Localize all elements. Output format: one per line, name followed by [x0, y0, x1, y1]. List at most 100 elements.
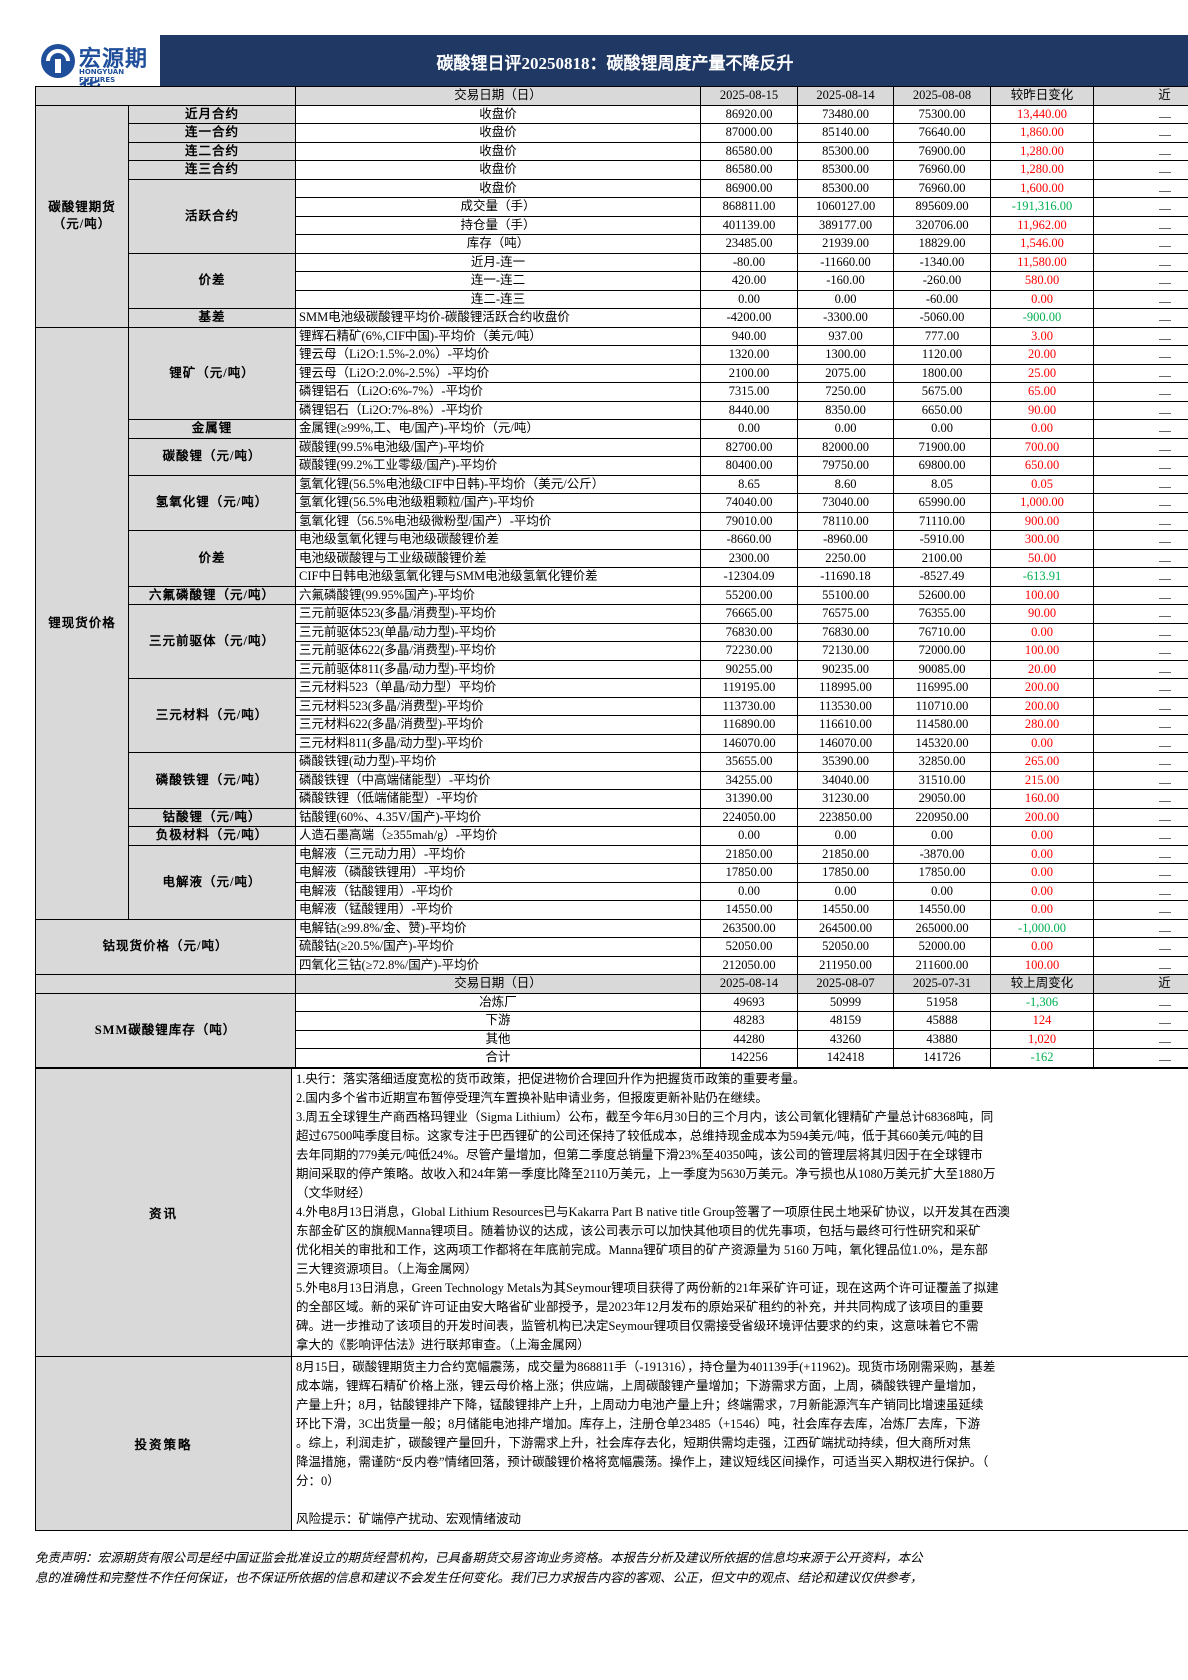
trend-cell — [1093, 622, 1188, 642]
value-cell: 0.00 — [990, 881, 1094, 901]
item-cell: 六氟磷酸锂(99.95%国产)-平均价 — [295, 585, 701, 605]
trend-mark — [1158, 819, 1171, 821]
value-cell: 0.00 — [700, 881, 798, 901]
value-cell: 72130.00 — [797, 641, 894, 661]
item-cell: SMM电池级碳酸锂平均价-碳酸锂活跃合约收盘价 — [295, 308, 701, 328]
data-row: 电解液（元/吨） 电解液（三元动力用）-平均价 21850.00 21850.00 -3… — [36, 844, 1188, 920]
data-row: 三元材料811(多晶/动力型)-平均价 146070.00 146070.00 145… — [36, 733, 1188, 753]
sub-label: 连三合约 — [128, 160, 296, 180]
value-cell: 51958 — [893, 992, 991, 1012]
value-cell: 8440.00 — [700, 400, 798, 420]
item-cell: 人造石墨高端（≥355mah/g）-平均价 — [295, 826, 701, 846]
value-cell: 50.00 — [990, 548, 1094, 568]
header-cell: 2025-08-08 — [893, 86, 991, 106]
trend-cell — [1093, 604, 1188, 624]
value-cell: 29050.00 — [893, 789, 991, 809]
header-cell: 交易日期（日） — [295, 86, 701, 106]
value-cell: 3.00 — [990, 326, 1094, 346]
data-row: 下游 48283 48159 45888 124 — [36, 1011, 1188, 1031]
value-cell: -900.00 — [990, 308, 1094, 328]
text-line: 去年同期的779美元/吨低24%。尽管产量增加，但第二季度总销量下滑23%至40… — [296, 1148, 983, 1162]
value-cell: 45888 — [893, 1011, 991, 1031]
news-text: 1.央行：落实落细适度宽松的货币政策，把促进物价合理回升作为把握货币政策的重要考… — [291, 1068, 1188, 1357]
value-cell: 1,020 — [990, 1029, 1094, 1049]
value-cell: 76665.00 — [700, 604, 798, 624]
value-cell: 43260 — [797, 1029, 894, 1049]
text-line: 分：0） — [296, 1474, 340, 1488]
disclaimer: 免责声明：宏源期货有限公司是经中国证监会批准设立的期货经营机构，已具备期货交易咨… — [35, 1548, 1188, 1588]
value-cell: 0.00 — [700, 419, 798, 439]
trend-mark — [1158, 338, 1171, 340]
value-cell: 220950.00 — [893, 807, 991, 827]
item-cell: 近月-连一 — [295, 252, 701, 272]
text-line: 1.央行：落实落细适度宽松的货币政策，把促进物价合理回升作为把握货币政策的重要考… — [296, 1072, 806, 1086]
data-row: 钴现货价格（元/吨） 电解钴(≥99.8%/金、赞)-平均价 263500.00 26… — [35, 918, 1188, 975]
logo-icon — [41, 44, 75, 78]
trend-cell — [1093, 641, 1188, 661]
value-cell: 100.00 — [990, 641, 1094, 661]
value-cell: 110710.00 — [893, 696, 991, 716]
value-cell: 1060127.00 — [797, 197, 894, 217]
trend-mark — [1158, 523, 1171, 525]
value-cell: 265.00 — [990, 752, 1094, 772]
trend-mark — [1158, 597, 1171, 599]
value-cell: 35390.00 — [797, 752, 894, 772]
header-cell: 近 — [1093, 86, 1188, 106]
text-line: 2.国内多个省市近期宣布暂停受理汽车置换补贴申请业务，但报废更新补贴仍在继续。 — [296, 1091, 768, 1105]
value-cell: 71900.00 — [893, 437, 991, 457]
item-cell: 收盘价 — [295, 123, 701, 143]
text-line: 3.周五全球锂生产商西格玛锂业（Sigma Lithium）公布，截至今年6月3… — [296, 1110, 994, 1124]
value-cell: 0.00 — [893, 419, 991, 439]
value-cell: 25.00 — [990, 363, 1094, 383]
value-cell: 1320.00 — [700, 345, 798, 365]
data-row: 钴酸锂（元/吨） 钴酸锂(60%、4.35V/国产)-平均价 224050.00 22… — [36, 807, 1188, 827]
trend-cell — [1093, 493, 1188, 513]
value-cell: 0.00 — [797, 881, 894, 901]
trend-cell — [1093, 937, 1188, 957]
value-cell: 114580.00 — [893, 715, 991, 735]
value-cell: 0.00 — [700, 289, 798, 309]
text-line: 成本端，锂辉石精矿价格上涨，锂云母价格上涨；供应端，上周碳酸锂产量增加；下游需求… — [296, 1379, 984, 1393]
value-cell: 21939.00 — [797, 234, 894, 254]
text-line: 。综上，利润走扩，碳酸锂产量回升，下游需求上升，社会库存去化，短期供需均走强，江… — [296, 1436, 972, 1450]
strategy-row: 投资策略 8月15日，碳酸锂期货主力合约宽幅震荡，成交量为868811手（-191… — [35, 1356, 1188, 1531]
value-cell: -8960.00 — [797, 530, 894, 550]
trend-cell — [1093, 215, 1188, 235]
sub-label: 六氟磷酸锂（元/吨） — [128, 585, 296, 605]
item-cell: 成交量（手） — [295, 197, 701, 217]
value-cell: 87000.00 — [700, 123, 798, 143]
value-cell: 31510.00 — [893, 770, 991, 790]
trend-mark — [1158, 1060, 1171, 1062]
value-cell: 118995.00 — [797, 678, 894, 698]
value-cell: 0.00 — [990, 937, 1094, 957]
trend-mark — [1158, 542, 1171, 544]
item-cell: 三元前驱体811(多晶/动力型)-平均价 — [295, 659, 701, 679]
value-cell: 265000.00 — [893, 918, 991, 938]
data-row: 碳酸锂(99.2%工业零级/国产)-平均价 80400.00 79750.00 698… — [36, 456, 1188, 476]
value-cell: 72230.00 — [700, 641, 798, 661]
value-cell: -4200.00 — [700, 308, 798, 328]
data-row: 连二合约 收盘价 86580.00 85300.00 76900.00 1,280.00 — [36, 141, 1188, 161]
value-cell: -613.91 — [990, 567, 1094, 587]
trend-mark — [1158, 616, 1171, 618]
data-row: 价差 电池级氢氧化锂与电池级碳酸锂价差 -8660.00 -8960.00 -5910.… — [36, 530, 1188, 587]
value-cell: 90.00 — [990, 400, 1094, 420]
trend-mark — [1158, 949, 1171, 951]
value-cell: 90235.00 — [797, 659, 894, 679]
trend-mark — [1158, 283, 1171, 285]
trend-mark — [1158, 209, 1171, 211]
data-row: SMM碳酸锂库存（吨） 冶炼厂 49693 50999 51958 -1,306 — [35, 992, 1188, 1068]
data-row: 金属锂 金属锂(≥99%,工、电/国产)-平均价（元/吨） 0.00 0.00 0.00… — [36, 419, 1188, 439]
trend-mark — [1158, 560, 1171, 562]
trend-mark — [1158, 801, 1171, 803]
value-cell: 65990.00 — [893, 493, 991, 513]
value-cell: 73040.00 — [797, 493, 894, 513]
trend-cell — [1093, 141, 1188, 161]
value-cell: -3870.00 — [893, 844, 991, 864]
item-cell: 收盘价 — [295, 141, 701, 161]
value-cell: 5675.00 — [893, 382, 991, 402]
header-bar: 宏源期货 HONGYUAN FUTURES 碳酸锂日评20250818：碳酸锂周… — [35, 35, 1188, 104]
value-cell: 116995.00 — [893, 678, 991, 698]
value-cell: 14550.00 — [700, 900, 798, 920]
item-cell: 三元前驱体523(多晶/消费型)-平均价 — [295, 604, 701, 624]
